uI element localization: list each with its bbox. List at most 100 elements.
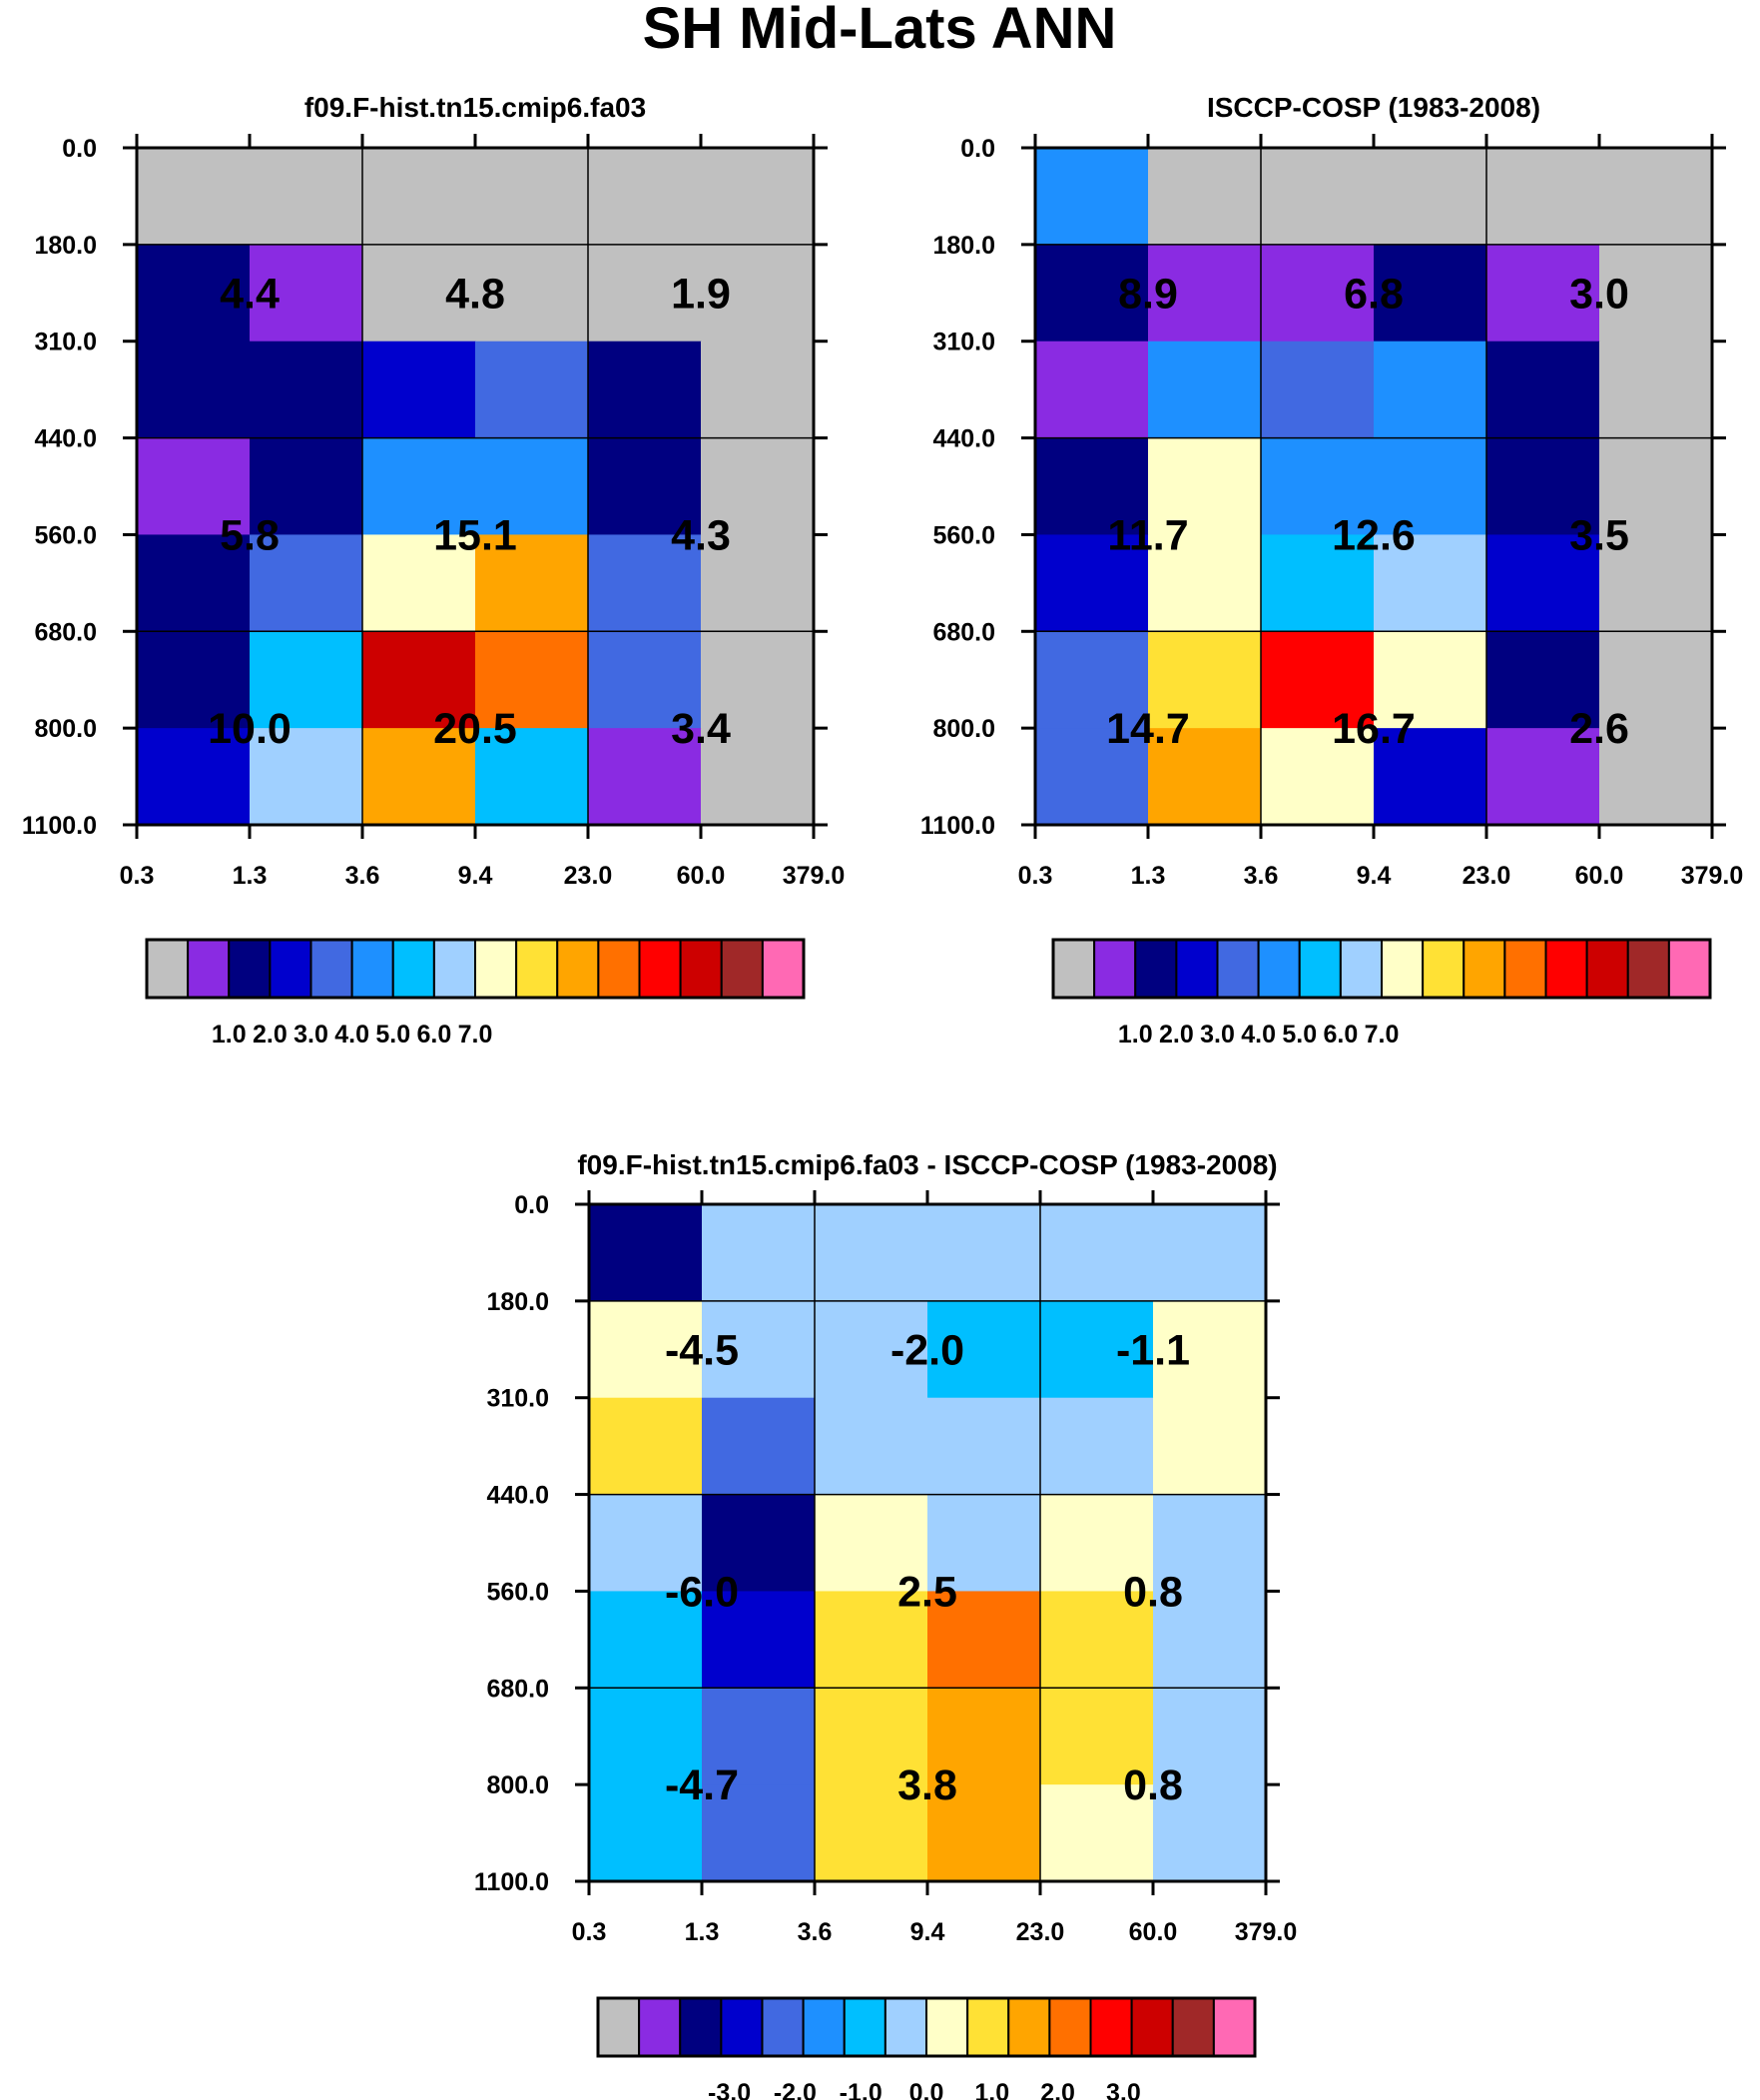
heatmap-cell xyxy=(927,1300,1041,1399)
heatmap-cell xyxy=(1148,244,1262,343)
panel-title: f09.F-hist.tn15.cmip6.fa03 xyxy=(304,92,646,123)
y-tick-label: 440.0 xyxy=(486,1482,549,1510)
colorbar-swatch xyxy=(597,939,641,999)
panel-model: f09.F-hist.tn15.cmip6.fa03 0.0 180.0 310.0 4… xyxy=(22,92,845,1049)
cell-value-label: 20.5 xyxy=(433,705,517,753)
heatmap-cell xyxy=(1040,1688,1154,1785)
heatmap-cell xyxy=(1040,1300,1154,1399)
heatmap-cell xyxy=(701,341,815,439)
x-tick-label: 23.0 xyxy=(1016,1918,1065,1946)
heatmap-cell xyxy=(250,728,363,826)
heatmap-cell xyxy=(137,437,251,536)
heatmap-cell xyxy=(815,1784,928,1882)
heatmap-cell xyxy=(137,534,251,632)
heatmap-cell xyxy=(1599,341,1713,439)
heatmap-cell xyxy=(1153,1784,1267,1882)
heatmap-cell xyxy=(1148,148,1262,246)
colorbar-swatch xyxy=(1171,1997,1215,2057)
colorbar-swatch xyxy=(309,939,353,999)
heatmap-cell xyxy=(362,534,476,632)
colorbar-swatch xyxy=(1422,939,1466,999)
colorbar-swatch xyxy=(1212,1997,1256,2057)
colorbar-swatch xyxy=(1093,939,1137,999)
heatmap-cell xyxy=(1040,1591,1154,1689)
heatmap-cell xyxy=(1261,244,1375,343)
heatmap-cell xyxy=(702,1784,816,1882)
heatmap-cell xyxy=(701,148,815,246)
heatmap-cell xyxy=(702,1397,816,1496)
heatmap-cell xyxy=(1374,631,1487,729)
colorbar-swatch xyxy=(761,1997,805,2057)
heatmap-cell xyxy=(362,148,476,246)
cell-value-label: 6.8 xyxy=(1344,270,1404,318)
heatmap-cell xyxy=(1153,1300,1267,1399)
cell-value-label: 3.8 xyxy=(897,1761,957,1809)
heatmap-cell xyxy=(1261,437,1375,536)
y-tick-label: 0.0 xyxy=(62,135,97,163)
x-tick-label: 379.0 xyxy=(1235,1918,1298,1946)
y-tick-label: 180.0 xyxy=(932,232,995,260)
colorbar-swatch xyxy=(1585,939,1629,999)
colorbar-swatch xyxy=(1052,939,1096,999)
heatmap-cell xyxy=(475,534,589,632)
cell-value-label: 5.8 xyxy=(220,511,280,559)
colorbar-swatch xyxy=(187,939,231,999)
heatmap-cell xyxy=(1035,437,1149,536)
colorbar-tick-label: 3.0 xyxy=(1200,1021,1235,1049)
x-tick-label: 379.0 xyxy=(783,862,846,890)
heatmap-cell xyxy=(475,631,589,729)
colorbar-swatch xyxy=(474,939,518,999)
y-tick-label: 310.0 xyxy=(34,329,97,356)
heatmap-cell xyxy=(702,1494,816,1593)
y-tick-label: 180.0 xyxy=(486,1288,549,1316)
heatmap-cell xyxy=(1040,1204,1154,1302)
heatmap-cell xyxy=(1153,1494,1267,1593)
heatmap-cell xyxy=(1148,437,1262,536)
heatmap-cell xyxy=(475,148,589,246)
colorbar-swatch xyxy=(1463,939,1506,999)
heatmap-cell xyxy=(927,1784,1041,1882)
heatmap-cell xyxy=(1261,341,1375,439)
x-tick-label: 3.6 xyxy=(345,862,380,890)
heatmap-cell xyxy=(1148,728,1262,826)
colorbar-tick-label: 1.0 xyxy=(212,1021,247,1049)
colorbar-tick-label: 3.0 xyxy=(1106,2079,1141,2100)
x-tick-label: 0.3 xyxy=(572,1918,607,1946)
cell-value-label: -4.5 xyxy=(665,1326,739,1374)
y-tick-label: 180.0 xyxy=(34,232,97,260)
colorbar-swatch xyxy=(638,1997,682,2057)
heatmap-cell xyxy=(1040,1397,1154,1496)
cell-value-label: 10.0 xyxy=(208,705,292,753)
colorbar-swatch xyxy=(146,939,190,999)
x-tick-label: 1.3 xyxy=(685,1918,720,1946)
colorbar-swatch xyxy=(1130,1997,1174,2057)
heatmap-cell xyxy=(588,534,702,632)
y-tick-label: 560.0 xyxy=(486,1578,549,1606)
heatmap-cell xyxy=(588,437,702,536)
colorbar-swatch xyxy=(843,1997,886,2057)
heatmap-cell xyxy=(1148,534,1262,632)
heatmap-cell xyxy=(1040,1784,1154,1882)
colorbar-swatch xyxy=(269,939,312,999)
cell-value-label: 16.7 xyxy=(1332,705,1416,753)
heatmap-cell xyxy=(815,1688,928,1785)
heatmap-cell xyxy=(250,631,363,729)
heatmap-cell xyxy=(815,1204,928,1302)
colorbar-swatch xyxy=(1216,939,1260,999)
heatmap-cell xyxy=(589,1204,703,1302)
y-tick-label: 1100.0 xyxy=(474,1868,549,1896)
colorbar-tick-label: 1.0 xyxy=(1118,1021,1153,1049)
heatmap-cell xyxy=(1035,728,1149,826)
heatmap-cell xyxy=(1035,534,1149,632)
cell-value-label: 1.9 xyxy=(671,270,731,318)
heatmap-cell xyxy=(702,1591,816,1689)
colorbar-swatch xyxy=(638,939,682,999)
x-tick-label: 23.0 xyxy=(1463,862,1511,890)
x-tick-label: 9.4 xyxy=(1357,862,1392,890)
colorbar-tick-label: 7.0 xyxy=(458,1021,493,1049)
y-tick-label: 800.0 xyxy=(932,715,995,743)
colorbar-swatch xyxy=(1175,939,1219,999)
heatmap-cell xyxy=(362,437,476,536)
heatmap-cell xyxy=(1599,728,1713,826)
